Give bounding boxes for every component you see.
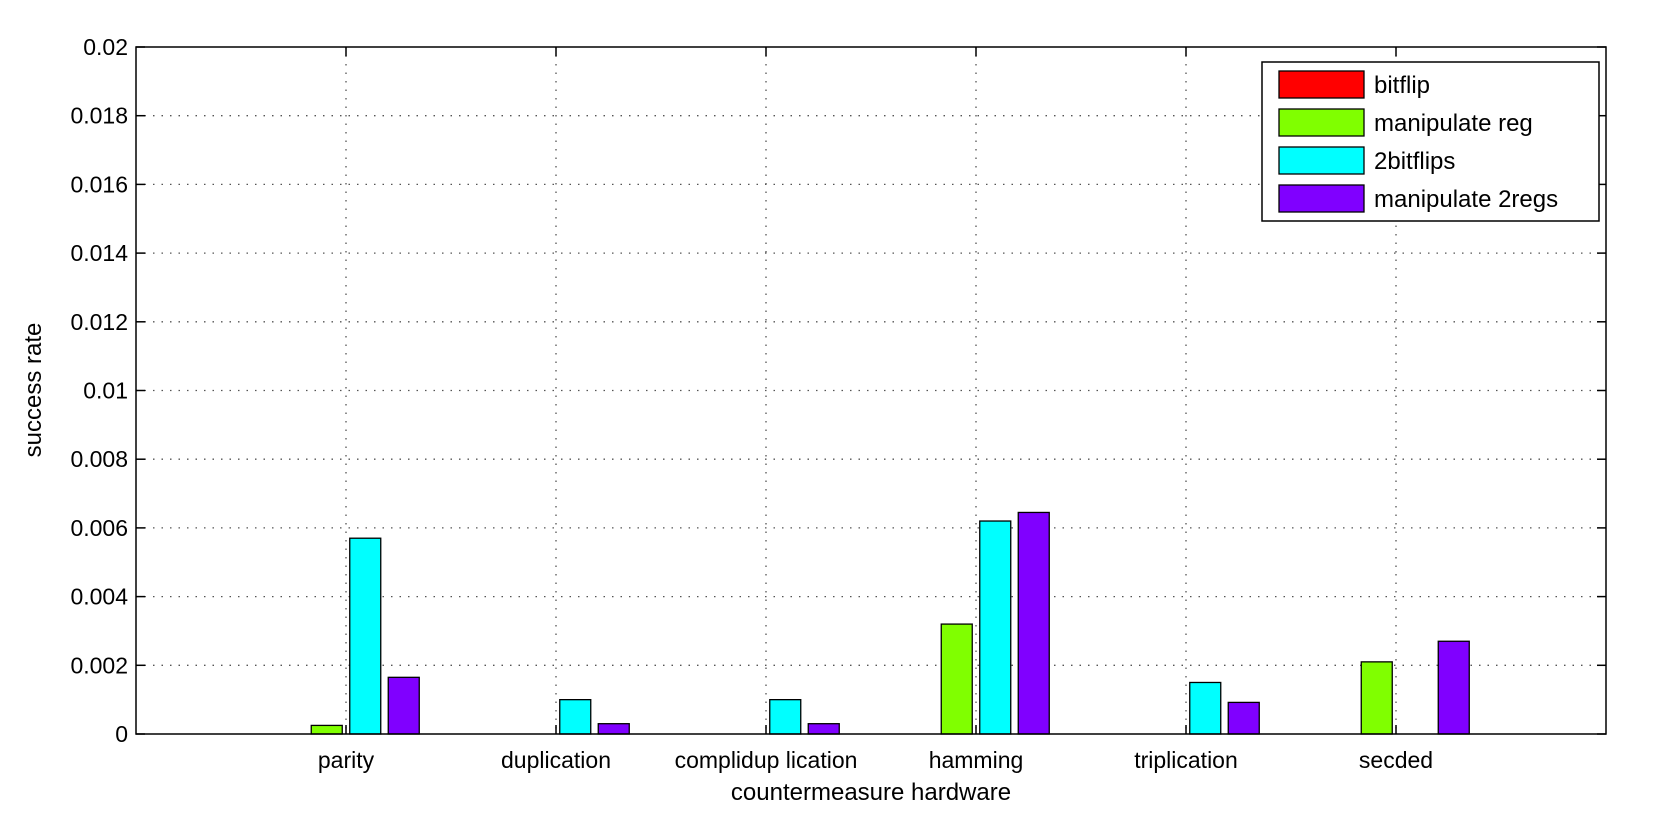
y-tick-label: 0.002: [70, 652, 128, 678]
bar-2bitflips: [769, 699, 802, 735]
bar-manipulate-2regs: [387, 676, 420, 735]
x-tick-label: parity: [318, 747, 375, 773]
y-tick-label: 0.02: [83, 34, 128, 60]
x-tick-label: duplication: [501, 747, 611, 773]
bars: [310, 511, 1470, 735]
y-tick-label: 0.016: [70, 171, 128, 197]
legend-label: 2bitflips: [1374, 148, 1455, 175]
y-axis-tick-labels: 0 0.002 0.004 0.006 0.008 0.01 0.012 0.014 0.016…: [70, 34, 128, 747]
legend-swatch: [1278, 108, 1365, 137]
y-axis-title: success rate: [20, 323, 47, 458]
x-tick-label: complidup lication: [675, 747, 858, 773]
bar-manipulate-2regs: [807, 723, 840, 735]
legend-label: manipulate 2regs: [1374, 186, 1558, 213]
legend-swatch: [1278, 146, 1365, 175]
legend-label: manipulate reg: [1374, 110, 1533, 137]
y-tick-label: 0.014: [70, 240, 128, 266]
axis-ticks: [136, 46, 1606, 735]
y-tick-label: 0: [115, 721, 128, 747]
bar-2bitflips: [559, 699, 592, 735]
x-axis-tick-labels: parity duplication complidup lication hammi…: [318, 747, 1433, 773]
legend-swatch: [1278, 70, 1365, 99]
legend: bitflip manipulate reg 2bitflips manipulate…: [1261, 61, 1600, 222]
bar-manipulate-2regs: [597, 723, 630, 735]
bar-manipulate-2regs: [1227, 701, 1260, 735]
x-tick-label: triplication: [1134, 747, 1238, 773]
bar-manipulate-reg: [1360, 661, 1393, 735]
y-tick-label: 0.008: [70, 446, 128, 472]
x-axis-title: countermeasure hardware: [731, 779, 1011, 806]
y-tick-label: 0.018: [70, 103, 128, 129]
x-tick-label: secded: [1359, 747, 1433, 773]
bar-manipulate-2regs: [1437, 640, 1470, 735]
bar-manipulate-reg: [310, 724, 343, 735]
y-tick-label: 0.004: [70, 584, 128, 610]
y-tick-label: 0.01: [83, 378, 128, 404]
legend-label: bitflip: [1374, 72, 1430, 99]
bar-manipulate-reg: [940, 623, 973, 735]
bar-2bitflips: [979, 520, 1012, 735]
bar-2bitflips: [349, 537, 382, 735]
bar-manipulate-2regs: [1017, 511, 1050, 735]
x-tick-label: hamming: [929, 747, 1024, 773]
y-tick-label: 0.006: [70, 515, 128, 541]
y-tick-label: 0.012: [70, 309, 128, 335]
bar-2bitflips: [1189, 681, 1222, 735]
legend-swatch: [1278, 184, 1365, 213]
